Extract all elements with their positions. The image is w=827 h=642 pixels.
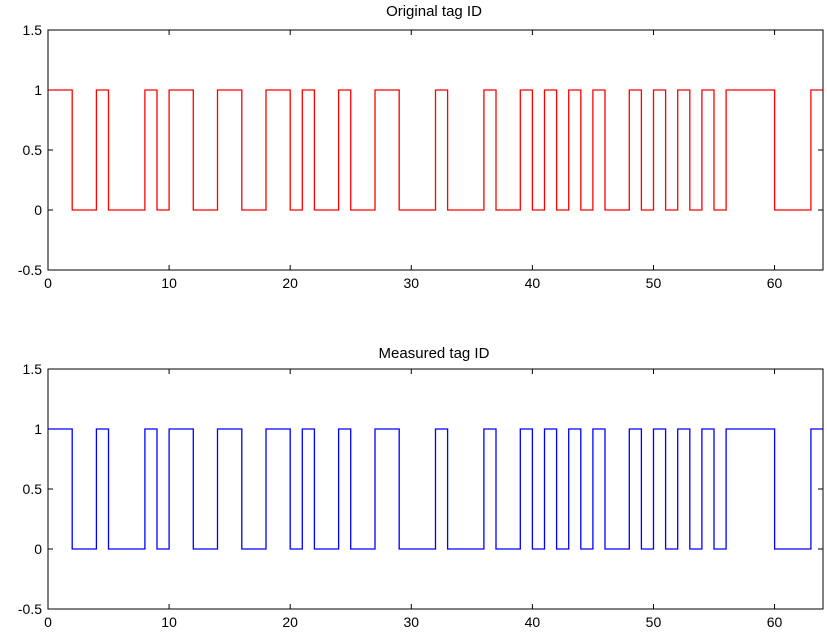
y-tick-label: 1.5 [23, 22, 43, 38]
y-tick-label: 1.5 [23, 361, 43, 377]
x-tick-label: 0 [44, 614, 52, 630]
x-tick-label: 20 [282, 614, 298, 630]
chart-title: Measured tag ID [379, 345, 490, 362]
chart-title: Original tag ID [386, 3, 482, 20]
x-tick-label: 30 [403, 614, 419, 630]
x-tick-label: 10 [161, 275, 177, 291]
series-line [48, 428, 823, 550]
x-tick-label: 10 [161, 614, 177, 630]
y-tick-label: 1 [34, 82, 42, 98]
y-tick-label: 1 [34, 421, 42, 437]
x-tick-label: 20 [282, 275, 298, 291]
y-tick-label: 0 [34, 541, 42, 557]
original-tag-id-chart: Original tag ID 0 10 20 30 40 50 60-0.500.511.… [18, 3, 824, 291]
measured-tag-id-chart: Measured tag ID 0 10 20 30 40 50 60-0.500.511.… [18, 345, 824, 630]
y-tick-label: 0 [34, 202, 42, 218]
x-tick-label: 60 [767, 614, 783, 630]
x-tick-label: 60 [767, 275, 783, 291]
axes: 0 10 20 30 40 50 60-0.500.511.5 [18, 361, 824, 630]
axes: 0 10 20 30 40 50 60-0.500.511.5 [18, 22, 824, 291]
x-tick-label: 50 [646, 275, 662, 291]
y-tick-label: 0.5 [23, 481, 43, 497]
x-tick-label: 40 [525, 614, 541, 630]
y-tick-label: 0.5 [23, 142, 43, 158]
x-tick-label: 40 [525, 275, 541, 291]
y-tick-label: -0.5 [18, 262, 42, 278]
x-tick-label: 0 [44, 275, 52, 291]
plot-border [47, 368, 824, 610]
y-tick-label: -0.5 [18, 601, 42, 617]
series-line [48, 89, 823, 211]
x-tick-label: 50 [646, 614, 662, 630]
plot-border [47, 29, 824, 271]
x-tick-label: 30 [403, 275, 419, 291]
